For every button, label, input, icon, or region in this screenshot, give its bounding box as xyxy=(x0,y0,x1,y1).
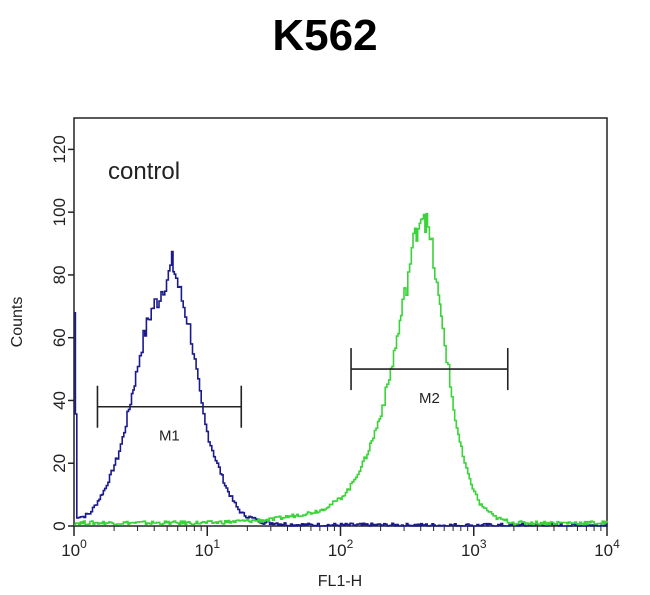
x-axis-label: FL1-H xyxy=(318,573,362,590)
x-tick-exponent: 0 xyxy=(80,537,87,551)
y-tick-label: 40 xyxy=(50,391,69,410)
x-tick-label: 100 xyxy=(61,537,87,560)
y-axis: 0 20 40 60 80 100 120 xyxy=(50,135,74,531)
control-annotation: control xyxy=(108,158,180,185)
series-line-0 xyxy=(74,250,608,527)
x-tick-base: 10 xyxy=(328,541,347,560)
series-layer xyxy=(74,212,608,527)
x-tick-exponent: 4 xyxy=(613,537,620,551)
y-tick-label: 20 xyxy=(50,454,69,473)
y-tick-label: 80 xyxy=(50,265,69,284)
y-tick-label: 100 xyxy=(50,198,69,226)
x-tick-exponent: 2 xyxy=(347,537,354,551)
gate-label: M1 xyxy=(159,428,180,445)
series-line-1 xyxy=(74,212,608,526)
x-tick-base: 10 xyxy=(194,541,213,560)
y-tick-label: 120 xyxy=(50,135,69,163)
chart-title: K562 xyxy=(272,11,377,60)
y-tick-label: 60 xyxy=(50,328,69,347)
y-axis-label: Counts xyxy=(9,297,26,348)
y-tick-label: 0 xyxy=(50,521,69,530)
gate-label: M2 xyxy=(419,390,440,407)
x-tick-base: 10 xyxy=(461,541,480,560)
x-axis: 100 101 102 103 104 xyxy=(61,526,620,560)
x-tick-base: 10 xyxy=(61,541,80,560)
x-tick-base: 10 xyxy=(594,541,613,560)
x-tick-exponent: 1 xyxy=(213,537,220,551)
x-tick-exponent: 3 xyxy=(480,537,487,551)
x-tick-label: 102 xyxy=(328,537,354,560)
gates-layer: M1 M2 xyxy=(96,348,509,445)
x-tick-label: 101 xyxy=(194,537,220,560)
x-tick-label: 103 xyxy=(461,537,487,560)
x-tick-label: 104 xyxy=(594,537,620,560)
